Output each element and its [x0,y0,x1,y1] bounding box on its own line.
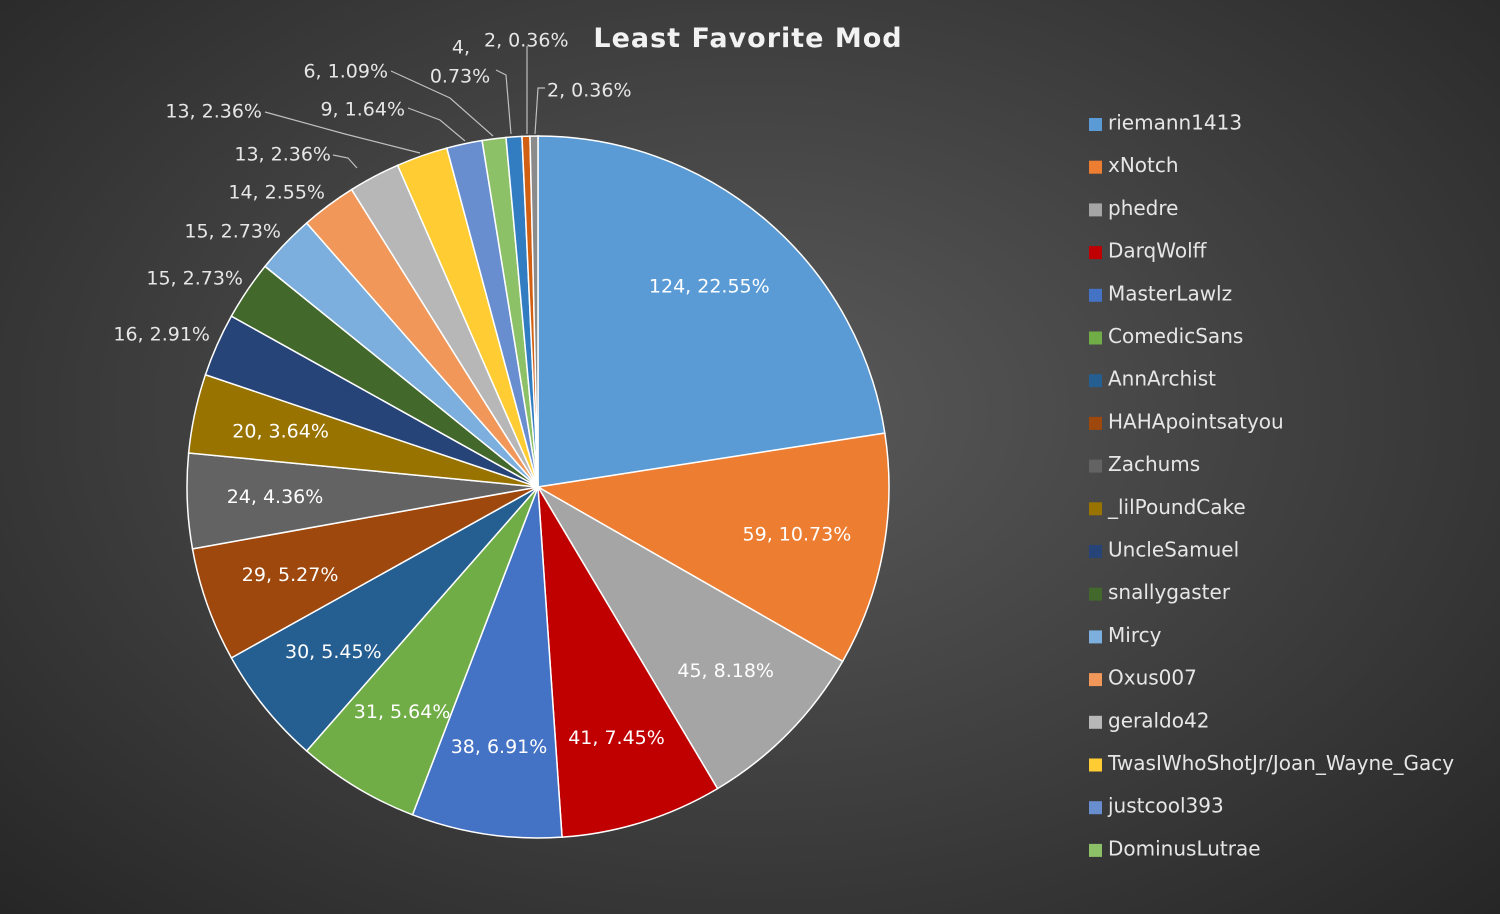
legend-swatch-6 [1089,331,1102,345]
data-label-9: 24, 4.36% [227,486,324,508]
pie-slices [186,135,890,839]
legend-label-3: phedre [1108,196,1178,220]
legend: riemann1413 xNotch phedre DarqWolff MasterLa… [1089,111,1454,860]
legend-swatch-1 [1089,118,1102,131]
data-label-10: 20, 3.64% [232,420,329,442]
data-label-2: 59, 10.73% [743,523,852,545]
data-labels: 124, 22.55% 59, 10.73% 45, 8.18% 41, 7.45% 3… [113,30,851,758]
legend-swatch-11 [1089,545,1102,558]
legend-label-12: snallygaster [1108,580,1231,604]
legend-label-5: MasterLawlz [1108,281,1232,305]
legend-swatch-12 [1089,587,1102,601]
leader-line-21 [534,87,545,135]
pie-slice-5 [411,486,563,839]
leader-line-16 [264,111,421,154]
data-label-14: 14, 2.55% [228,182,325,204]
legend-label-7: AnnArchist [1108,367,1216,391]
pie-slice-4 [537,486,719,838]
legend-swatch-2 [1089,160,1102,174]
legend-label-18: DominusLutrae [1108,836,1261,860]
legend-swatch-17 [1089,801,1102,815]
chart-title: Least Favorite Mod [593,23,902,54]
legend-swatch-14 [1089,673,1102,687]
legend-label-17: justcool393 [1107,794,1224,818]
leader-line-18 [390,70,494,137]
data-label-4: 41, 7.45% [568,727,665,749]
data-label-8: 29, 5.27% [242,564,339,586]
pie-slice-3 [535,484,844,790]
leader-line-19 [495,69,512,135]
legend-label-9: Zachums [1108,452,1200,476]
legend-label-10: _lilPoundCake [1107,495,1246,519]
data-label-19: 4, [452,37,470,59]
legend-swatch-10 [1089,502,1102,516]
legend-label-15: geraldo42 [1108,708,1209,732]
data-label-3: 45, 8.18% [677,660,774,682]
legend-label-8: HAHApointsatyou [1108,409,1284,433]
leader-lines [264,46,545,169]
leader-line-15 [332,154,358,169]
legend-label-1: riemann1413 [1108,111,1242,135]
data-label-16: 13, 2.36% [165,101,262,123]
data-label-5: 38, 6.91% [451,736,548,758]
legend-swatch-13 [1089,630,1102,644]
data-label-20: 2, 0.36% [484,30,569,52]
data-label-17: 9, 1.64% [320,99,405,121]
legend-swatch-8 [1089,416,1102,430]
legend-swatch-3 [1089,203,1102,217]
legend-label-16: TwasIWhoShotJr/Joan_Wayne_Gacy [1107,751,1454,775]
pie-slice-1 [537,135,886,488]
legend-swatch-15 [1089,715,1102,729]
legend-swatch-9 [1089,459,1102,473]
data-label-21: 2, 0.36% [547,80,632,102]
legend-label-11: UncleSamuel [1108,538,1239,562]
data-label-7: 30, 5.45% [285,641,382,663]
data-label-11: 16, 2.91% [113,324,210,346]
legend-label-14: Oxus007 [1108,666,1197,690]
data-label-6: 31, 5.64% [354,701,451,723]
data-label-18: 6, 1.09% [303,61,388,83]
data-label-12: 15, 2.73% [146,268,243,290]
legend-label-13: Mircy [1108,623,1162,647]
leader-line-17 [407,107,466,142]
data-label-1: 124, 22.55% [649,276,770,298]
legend-swatch-16 [1089,758,1102,772]
legend-swatch-18 [1089,843,1102,857]
data-label-19-pct: 0.73% [430,66,490,88]
legend-label-4: DarqWolff [1108,239,1208,263]
legend-swatch-5 [1089,288,1102,302]
legend-label-2: xNotch [1108,153,1179,177]
data-label-13: 15, 2.73% [184,221,281,243]
legend-label-6: ComedicSans [1108,324,1243,348]
legend-swatch-4 [1089,246,1102,260]
pie-slice-2 [535,432,890,663]
legend-swatch-7 [1089,374,1102,388]
data-label-15: 13, 2.36% [234,144,331,166]
pie-slice-21 [529,135,539,488]
